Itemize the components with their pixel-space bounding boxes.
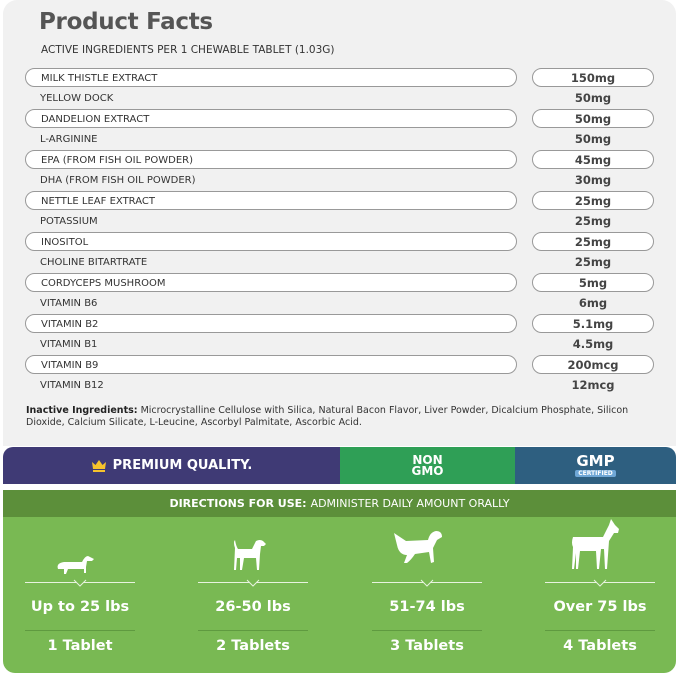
ingredient-row: CHOLINE BITARTRATE 25mg xyxy=(25,253,654,272)
chevron-down-icon xyxy=(593,579,607,587)
inactive-label: Inactive Ingredients: xyxy=(26,405,138,416)
gmp-certified-label: CERTIFIED xyxy=(575,470,616,477)
ingredient-row: L-ARGININE 50mg xyxy=(25,130,654,149)
ingredient-name: CHOLINE BITARTRATE xyxy=(40,256,148,268)
ingredient-name: L-ARGININE xyxy=(40,133,98,145)
medium-dog-icon xyxy=(234,540,266,570)
subtitle: ACTIVE INGREDIENTS PER 1 CHEWABLE TABLET… xyxy=(41,44,335,56)
ingredient-amount: 4.5mg xyxy=(572,336,614,351)
dosage-column: Over 75 lbs 4 Tablets xyxy=(545,517,655,673)
ingredient-name: DANDELION EXTRACT xyxy=(25,109,517,128)
ingredient-row: VITAMIN B1 4.5mg xyxy=(25,335,654,354)
ingredient-amount: 5mg xyxy=(532,273,654,292)
ingredient-row: CORDYCEPS MUSHROOM 5mg xyxy=(25,273,654,292)
crown-icon xyxy=(91,460,106,472)
ingredient-amount: 5.1mg xyxy=(532,314,654,333)
dosage-column: 51-74 lbs 3 Tablets xyxy=(372,517,482,673)
ingredient-amount: 12mcg xyxy=(571,377,615,392)
ingredient-amount: 25mg xyxy=(574,213,612,228)
inactive-text: Microcrystalline Cellulose with Silica, … xyxy=(26,405,629,428)
ingredient-name: YELLOW DOCK xyxy=(40,92,114,104)
ingredient-name: POTASSIUM xyxy=(40,215,98,227)
gmp-label: GMP xyxy=(576,452,615,470)
ingredient-name: EPA (FROM FISH OIL POWDER) xyxy=(25,150,517,169)
ingredient-row: VITAMIN B6 6mg xyxy=(25,294,654,313)
directions-bar: DIRECTIONS FOR USE: ADMINISTER DAILY AMOU… xyxy=(3,490,676,517)
ingredient-name: CORDYCEPS MUSHROOM xyxy=(25,273,517,292)
ingredient-row: EPA (FROM FISH OIL POWDER) 45mg xyxy=(25,150,654,169)
ingredient-name: VITAMIN B12 xyxy=(40,379,104,391)
ingredient-amount: 50mg xyxy=(532,109,654,128)
dosage-column: 26-50 lbs 2 Tablets xyxy=(198,517,308,673)
dosage-panel xyxy=(3,517,676,673)
non-gmo-line2: GMO xyxy=(411,463,444,478)
ingredient-row: YELLOW DOCK 50mg xyxy=(25,89,654,108)
ingredient-amount: 25mg xyxy=(532,191,654,210)
premium-quality-badge: PREMIUM QUALITY. xyxy=(3,447,340,484)
ingredient-row: NETTLE LEAF EXTRACT 25mg xyxy=(25,191,654,210)
ingredient-name: VITAMIN B1 xyxy=(40,338,98,350)
ingredient-row: DHA (FROM FISH OIL POWDER) 30mg xyxy=(25,171,654,190)
directions-label: DIRECTIONS FOR USE: xyxy=(169,497,307,510)
chevron-down-icon xyxy=(420,579,434,587)
ingredient-amount: 150mg xyxy=(532,68,654,87)
chevron-down-icon xyxy=(246,579,260,587)
gmp-certified-badge: GMP CERTIFIED xyxy=(515,447,676,484)
ingredient-name: NETTLE LEAF EXTRACT xyxy=(25,191,517,210)
tablet-count: 2 Tablets xyxy=(216,638,290,654)
ingredient-amount: 50mg xyxy=(574,90,612,105)
ingredient-row: INOSITOL 25mg xyxy=(25,232,654,251)
non-gmo-line1: NON xyxy=(412,452,443,467)
dosage-column: Up to 25 lbs 1 Tablet xyxy=(25,517,135,673)
ingredient-row: VITAMIN B12 12mcg xyxy=(25,376,654,395)
ingredient-amount: 50mg xyxy=(574,131,612,146)
large-dog-icon xyxy=(394,531,442,563)
ingredient-row: MILK THISTLE EXTRACT 150mg xyxy=(25,68,654,87)
ingredient-amount: 45mg xyxy=(532,150,654,169)
ingredient-name: VITAMIN B9 xyxy=(25,355,517,374)
page-title: Product Facts xyxy=(39,9,213,35)
small-dog-icon xyxy=(57,556,94,574)
premium-label: PREMIUM QUALITY. xyxy=(112,458,253,473)
weight-range: Over 75 lbs xyxy=(553,599,647,615)
divider-line xyxy=(372,630,482,631)
ingredient-name: VITAMIN B6 xyxy=(40,297,98,309)
weight-range: 26-50 lbs xyxy=(215,599,291,615)
divider-line xyxy=(25,630,135,631)
weight-range: 51-74 lbs xyxy=(389,599,465,615)
ingredient-row: VITAMIN B9 200mcg xyxy=(25,355,654,374)
ingredient-name: INOSITOL xyxy=(25,232,517,251)
ingredient-amount: 30mg xyxy=(574,172,612,187)
tablet-count: 4 Tablets xyxy=(563,638,637,654)
tablet-count: 3 Tablets xyxy=(390,638,464,654)
divider-line xyxy=(545,630,655,631)
chevron-down-icon xyxy=(73,579,87,587)
ingredient-amount: 200mcg xyxy=(532,355,654,374)
ingredient-row: VITAMIN B2 5.1mg xyxy=(25,314,654,333)
tablet-count: 1 Tablet xyxy=(47,638,113,654)
ingredient-name: VITAMIN B2 xyxy=(25,314,517,333)
extra-large-dog-icon xyxy=(572,519,619,569)
ingredient-row: POTASSIUM 25mg xyxy=(25,212,654,231)
weight-range: Up to 25 lbs xyxy=(30,599,130,615)
ingredient-amount: 25mg xyxy=(532,232,654,251)
ingredient-name: MILK THISTLE EXTRACT xyxy=(25,68,517,87)
non-gmo-badge: NON GMO xyxy=(340,447,515,484)
ingredient-amount: 25mg xyxy=(574,254,612,269)
ingredient-amount: 6mg xyxy=(578,295,608,310)
inactive-ingredients: Inactive Ingredients: Microcrystalline C… xyxy=(26,405,656,429)
divider-line xyxy=(198,630,308,631)
ingredient-name: DHA (FROM FISH OIL POWDER) xyxy=(40,174,196,186)
ingredient-row: DANDELION EXTRACT 50mg xyxy=(25,109,654,128)
directions-text: ADMINISTER DAILY AMOUNT ORALLY xyxy=(310,497,510,510)
